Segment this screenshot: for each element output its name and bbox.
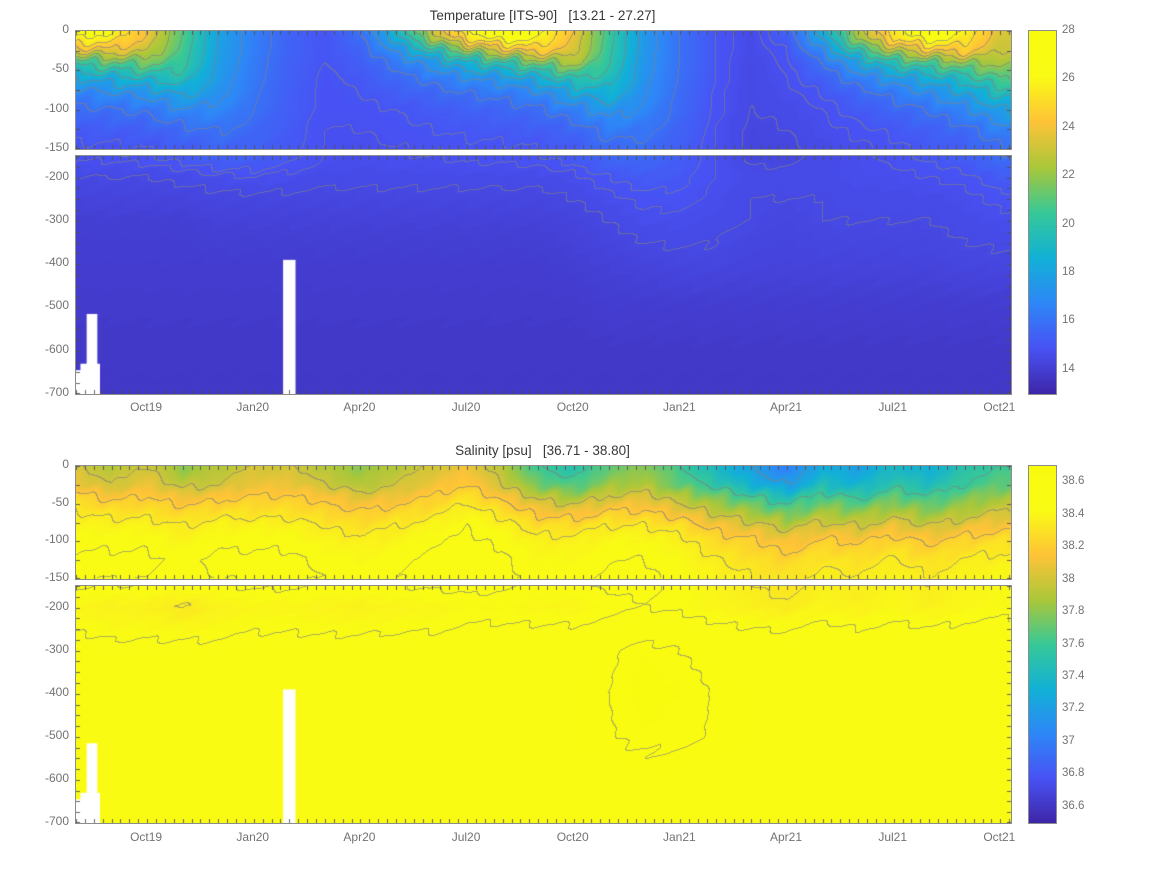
colorbar-tick-label: 38.4 [1062,507,1085,520]
x-tick-label: Apr20 [343,400,376,414]
colorbar-tick-label: 37.8 [1062,605,1085,618]
colorbar-tick-label: 24 [1062,120,1075,133]
colorbar-tick-label: 26 [1062,72,1075,85]
y-tick-label: -500 [44,298,69,313]
temperature-colorbar [1028,30,1057,395]
colorbar-tick-label: 16 [1062,314,1075,327]
y-tick-label: -500 [44,727,69,742]
y-tick-label: -100 [44,100,69,115]
colorbar-tick-label: 36.8 [1062,767,1085,780]
colorbar-tick-label: 38 [1062,572,1075,585]
y-tick-label: -600 [44,341,69,356]
y-tick-label: -400 [44,255,69,270]
y-tick-label: -150 [44,140,69,154]
salinity-deep-heatmap [75,585,1012,824]
colorbar-tick-label: 37 [1062,734,1075,747]
y-tick-label: -50 [51,61,69,76]
y-tick-label: -200 [44,168,69,183]
colorbar-tick-label: 18 [1062,266,1075,278]
x-tick-label: Jul20 [451,830,481,844]
colorbar-tick-label: 28 [1062,24,1075,36]
y-tick-label: -600 [44,770,69,785]
x-tick-label: Oct20 [556,400,589,414]
x-tick-label: Apr21 [770,830,803,844]
x-tick-label: Oct19 [130,830,163,844]
colorbar-tick-label: 37.6 [1062,637,1085,650]
temperature-title: Temperature [ITS-90] [13.21 - 27.27] [429,8,656,23]
y-tick-label: 0 [62,457,69,471]
y-tick-label: -100 [44,532,69,547]
x-tick-label: Jan21 [663,830,696,844]
x-tick-label: Apr20 [343,830,376,844]
y-tick-label: -700 [44,385,69,399]
x-tick-label: Oct19 [130,400,163,414]
y-tick-label: -700 [44,814,69,828]
colorbar-tick-label: 37.4 [1062,669,1085,682]
colorbar-tick-label: 36.6 [1062,799,1085,812]
x-tick-label: Apr21 [770,400,803,414]
temperature-deep-heatmap [75,155,1012,395]
x-tick-label: Jan20 [236,830,270,844]
y-tick-label: -300 [44,641,69,656]
y-tick-label: -300 [44,211,69,226]
x-tick-label: Oct21 [983,830,1016,844]
y-tick-label: 0 [62,22,69,36]
colorbar-tick-label: 22 [1062,169,1075,182]
colorbar-tick-label: 38.2 [1062,540,1085,553]
colorbar-tick-label: 20 [1062,217,1075,230]
x-tick-label: Oct20 [556,830,589,844]
x-tick-label: Jul21 [878,830,908,844]
x-tick-label: Oct21 [983,400,1016,414]
x-tick-label: Jul21 [878,400,908,414]
salinity-title: Salinity [psu] [36.71 - 38.80] [455,443,630,458]
x-tick-label: Jan21 [663,400,696,414]
colorbar-tick-label: 14 [1062,362,1075,375]
salinity-shallow-heatmap [75,465,1012,580]
y-tick-label: -200 [44,598,69,613]
colorbar-tick-label: 37.2 [1062,702,1085,715]
x-tick-label: Jul20 [451,400,481,414]
temperature-shallow-heatmap [75,30,1012,150]
y-tick-label: -50 [51,494,69,509]
salinity-colorbar [1028,465,1057,824]
y-tick-label: -150 [44,570,69,584]
y-tick-label: -400 [44,684,69,699]
x-tick-label: Jan20 [236,400,270,414]
colorbar-tick-label: 38.6 [1062,475,1085,488]
